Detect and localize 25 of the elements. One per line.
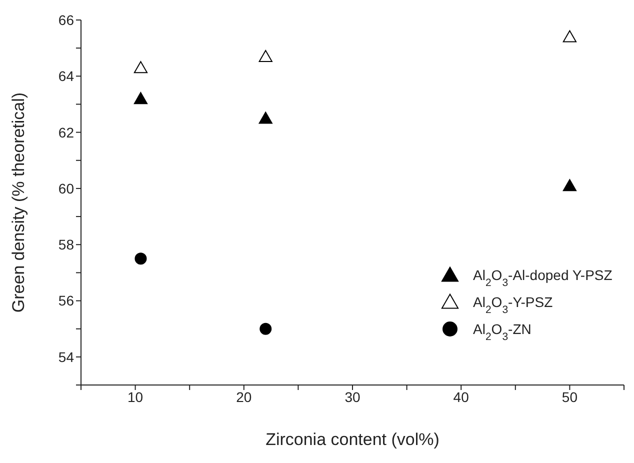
point: [258, 112, 272, 124]
x-axis-title: Zirconia content (vol%): [266, 430, 440, 449]
x-tick-label: 20: [236, 388, 252, 405]
x-tick-label: 50: [562, 388, 578, 405]
legend-label: Al$_{2}$O$_{3}$-Y-PSZ: [473, 294, 554, 316]
x-tick-label: 40: [453, 388, 470, 405]
legend-label: Al$_{2}$O$_{3}$-ZN: [473, 321, 532, 343]
point: [260, 322, 272, 335]
x-tick-label: 30: [344, 388, 360, 405]
point: [134, 92, 148, 104]
y-axis-title: Green density (% theoretical): [9, 92, 28, 313]
y-tick-label: 62: [58, 124, 74, 140]
point: [134, 252, 147, 265]
point: [134, 61, 148, 74]
point: [562, 30, 577, 42]
legend-label: Al$_{2}$O$_{3}$-Al-doped Y-PSZ: [473, 267, 613, 289]
y-tick-label: 58: [58, 236, 74, 253]
y-tick-label: 54: [58, 348, 74, 365]
y-tick-label: 56: [58, 292, 74, 309]
point: [258, 50, 272, 62]
y-tick-label: 60: [58, 180, 74, 196]
point: [562, 179, 577, 192]
y-tick-label: 64: [58, 68, 74, 84]
y-tick-label: 66: [58, 12, 74, 28]
x-tick-label: 10: [128, 388, 144, 405]
